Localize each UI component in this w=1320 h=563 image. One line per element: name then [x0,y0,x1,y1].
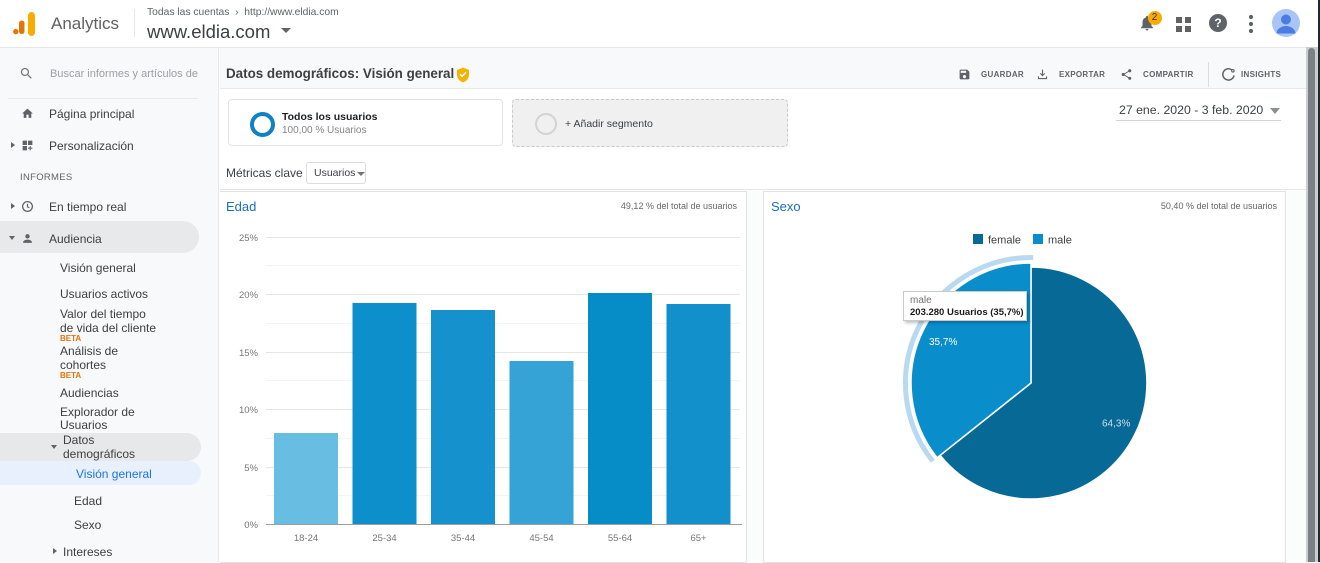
svg-text:18-24: 18-24 [294,533,318,544]
svg-text:64,3%: 64,3% [1102,419,1130,430]
svg-text:55-64: 55-64 [608,533,632,544]
svg-text:10%: 10% [239,405,259,416]
svg-text:female: female [988,235,1021,247]
svg-text:20%: 20% [239,290,259,301]
svg-text:35,7%: 35,7% [929,337,957,348]
svg-text:male: male [1048,235,1072,247]
svg-text:15%: 15% [239,348,259,359]
svg-text:25%: 25% [239,233,259,244]
svg-text:35-44: 35-44 [451,533,475,544]
svg-text:0%: 0% [244,520,258,531]
svg-text:5%: 5% [244,463,258,474]
svg-text:65+: 65+ [690,533,707,544]
svg-text:45-54: 45-54 [529,533,553,544]
svg-text:25-34: 25-34 [372,533,396,544]
